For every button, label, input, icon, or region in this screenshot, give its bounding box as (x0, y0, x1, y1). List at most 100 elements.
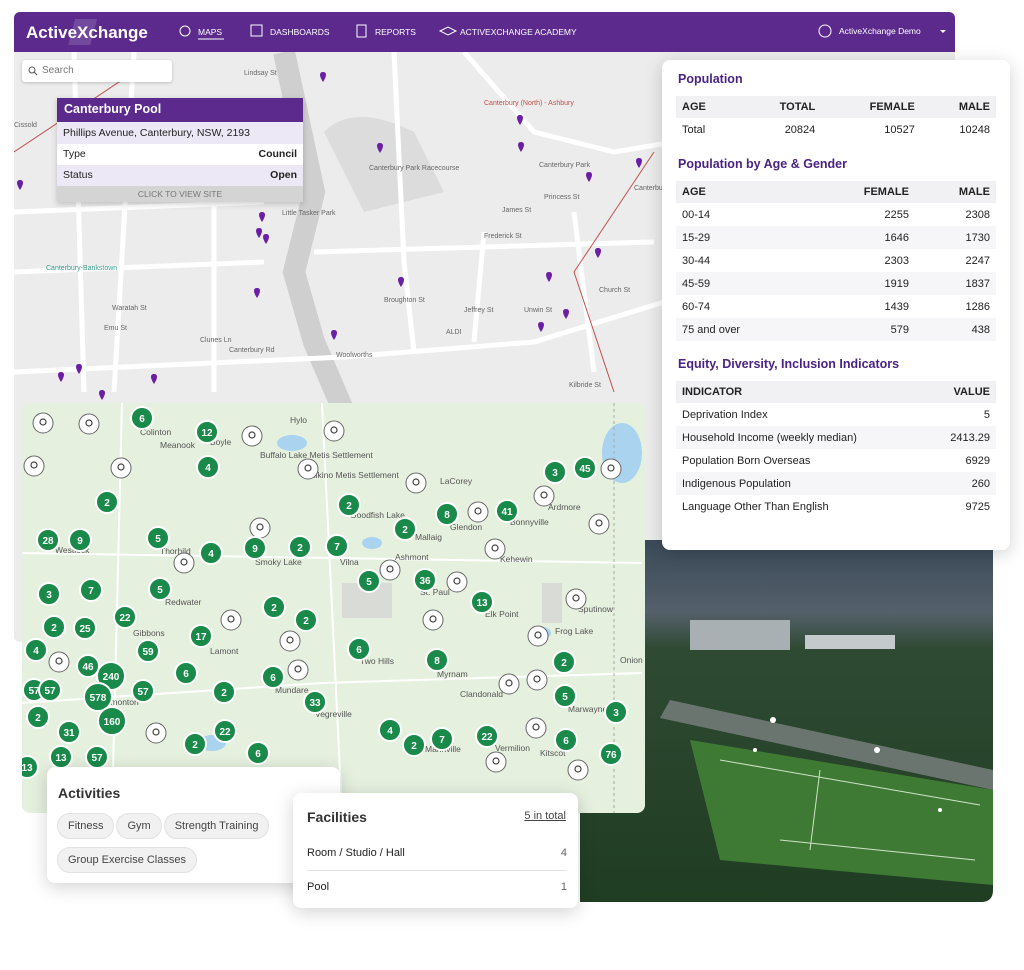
cluster-marker[interactable] (24, 638, 48, 662)
cluster-marker[interactable] (68, 528, 92, 552)
site-pin[interactable] (76, 364, 82, 374)
site-marker[interactable] (379, 559, 401, 581)
site-pin[interactable] (563, 309, 569, 319)
cluster-marker[interactable] (294, 608, 318, 632)
cluster-marker[interactable] (131, 679, 155, 703)
cluster-marker[interactable] (475, 724, 499, 748)
site-marker[interactable] (78, 413, 100, 435)
cluster-marker[interactable] (552, 650, 576, 674)
site-pin[interactable] (259, 212, 265, 222)
cluster-marker[interactable] (189, 624, 213, 648)
site-marker[interactable] (249, 517, 271, 539)
cluster-marker[interactable] (57, 720, 81, 744)
cluster-marker[interactable] (195, 420, 219, 444)
facilities-total[interactable]: 5 in total (524, 810, 566, 822)
site-marker[interactable] (498, 673, 520, 695)
site-pin[interactable] (331, 330, 337, 340)
site-marker[interactable] (484, 538, 506, 560)
cluster-marker[interactable] (262, 595, 286, 619)
site-marker[interactable] (600, 458, 622, 480)
cluster-marker[interactable] (288, 535, 312, 559)
site-marker[interactable] (588, 513, 610, 535)
site-pin[interactable] (398, 277, 404, 287)
site-marker[interactable] (485, 751, 507, 773)
cluster-marker[interactable] (199, 541, 223, 565)
cluster-marker[interactable] (599, 742, 623, 766)
cluster-marker[interactable] (146, 526, 170, 550)
search-box[interactable]: Search (22, 60, 172, 82)
cluster-marker[interactable] (378, 718, 402, 742)
site-pin[interactable] (517, 115, 523, 125)
nav-item[interactable]: MAPS (198, 27, 222, 37)
site-marker[interactable] (287, 659, 309, 681)
cluster-marker[interactable] (470, 590, 494, 614)
site-marker[interactable] (525, 717, 547, 739)
site-marker[interactable] (241, 425, 263, 447)
cluster-marker[interactable] (604, 700, 628, 724)
cluster-marker[interactable] (337, 493, 361, 517)
site-pin[interactable] (17, 180, 23, 190)
site-marker[interactable] (48, 651, 70, 673)
site-marker[interactable] (422, 609, 444, 631)
site-pin[interactable] (586, 172, 592, 182)
cluster-marker[interactable] (347, 637, 371, 661)
cluster-marker[interactable] (495, 499, 519, 523)
site-marker[interactable] (526, 669, 548, 691)
site-pin[interactable] (377, 143, 383, 153)
cluster-marker[interactable] (196, 455, 220, 479)
cluster-marker[interactable] (543, 460, 567, 484)
nav-item[interactable]: DASHBOARDS (270, 27, 330, 37)
site-marker[interactable] (110, 457, 132, 479)
cluster-marker[interactable] (357, 569, 381, 593)
activity-tag[interactable]: Group Exercise Classes (57, 847, 197, 873)
site-marker[interactable] (173, 552, 195, 574)
cluster-marker[interactable] (303, 690, 327, 714)
cluster-marker[interactable] (76, 654, 100, 678)
cluster-marker[interactable] (73, 616, 97, 640)
site-pin[interactable] (151, 374, 157, 384)
nav-item[interactable]: REPORTS (375, 27, 416, 37)
cluster-marker[interactable] (425, 648, 449, 672)
site-marker[interactable] (32, 412, 54, 434)
site-pin[interactable] (538, 322, 544, 332)
site-pin[interactable] (99, 390, 105, 400)
cluster-marker[interactable] (37, 582, 61, 606)
activity-tag[interactable]: Gym (116, 813, 162, 839)
site-marker[interactable] (297, 458, 319, 480)
site-pin[interactable] (546, 272, 552, 282)
site-marker[interactable] (565, 588, 587, 610)
cluster-marker[interactable] (136, 639, 160, 663)
site-marker[interactable] (279, 630, 301, 652)
activity-tag[interactable]: Strength Training (163, 813, 270, 839)
site-marker[interactable] (533, 485, 555, 507)
site-pin[interactable] (595, 248, 601, 258)
site-marker[interactable] (467, 501, 489, 523)
site-pin[interactable] (263, 234, 269, 244)
cluster-marker[interactable] (130, 406, 154, 430)
cluster-marker[interactable] (261, 665, 285, 689)
cluster-marker[interactable] (243, 536, 267, 560)
cluster-marker[interactable] (148, 577, 172, 601)
cluster-marker[interactable] (212, 680, 236, 704)
site-pin[interactable] (58, 372, 64, 382)
site-marker[interactable] (527, 625, 549, 647)
cluster-marker[interactable] (113, 605, 137, 629)
nav-item[interactable]: ACTIVEXCHANGE ACADEMY (460, 27, 577, 37)
activity-tag[interactable]: Fitness (57, 813, 115, 839)
cluster-marker[interactable] (22, 755, 39, 779)
popup-action[interactable]: CLICK TO VIEW SITE (57, 186, 303, 202)
site-pin[interactable] (636, 158, 642, 168)
cluster-marker[interactable] (97, 706, 127, 736)
logo[interactable]: ActiveXchange (26, 23, 148, 42)
cluster-marker[interactable] (402, 733, 426, 757)
site-marker[interactable] (446, 571, 468, 593)
cluster-marker[interactable] (413, 568, 437, 592)
cluster-marker[interactable] (393, 517, 417, 541)
site-marker[interactable] (323, 420, 345, 442)
cluster-marker[interactable] (325, 534, 349, 558)
site-marker[interactable] (220, 609, 242, 631)
cluster-marker[interactable] (79, 578, 103, 602)
cluster-marker[interactable] (246, 741, 270, 765)
cluster-marker[interactable] (554, 728, 578, 752)
cluster-marker[interactable] (573, 456, 597, 480)
